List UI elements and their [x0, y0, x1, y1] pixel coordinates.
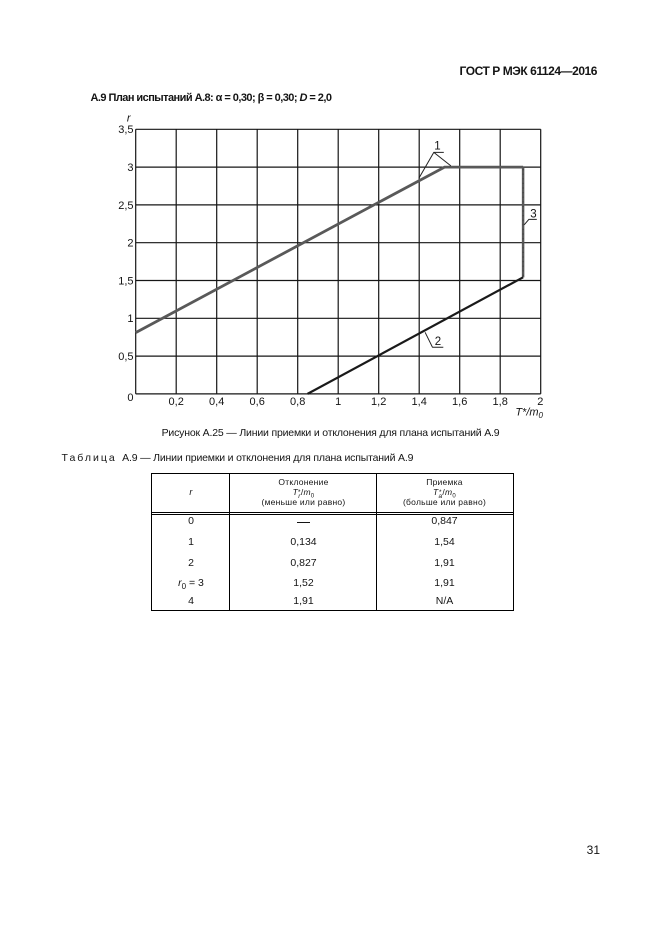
svg-text:T*/m0: T*/m0 — [515, 407, 543, 421]
svg-text:1: 1 — [335, 396, 341, 408]
svg-text:2: 2 — [537, 396, 543, 408]
svg-text:1,2: 1,2 — [371, 396, 386, 408]
svg-text:2: 2 — [127, 238, 133, 250]
svg-text:0,2: 0,2 — [169, 396, 184, 408]
svg-text:3,5: 3,5 — [118, 124, 133, 136]
svg-text:0,8: 0,8 — [290, 396, 305, 408]
svg-text:2: 2 — [435, 336, 441, 348]
svg-text:3: 3 — [127, 162, 133, 174]
svg-text:0,4: 0,4 — [209, 396, 224, 408]
svg-text:0: 0 — [127, 392, 133, 404]
svg-text:3: 3 — [530, 209, 536, 221]
svg-text:1,4: 1,4 — [412, 396, 427, 408]
svg-text:1: 1 — [127, 313, 133, 325]
svg-text:0,6: 0,6 — [250, 396, 265, 408]
svg-text:1,6: 1,6 — [452, 396, 467, 408]
svg-text:r: r — [127, 113, 132, 125]
svg-text:1,8: 1,8 — [493, 396, 508, 408]
svg-text:1,5: 1,5 — [118, 275, 133, 287]
svg-text:1: 1 — [434, 141, 440, 153]
svg-text:0,5: 0,5 — [118, 351, 133, 363]
svg-text:2,5: 2,5 — [118, 200, 133, 212]
